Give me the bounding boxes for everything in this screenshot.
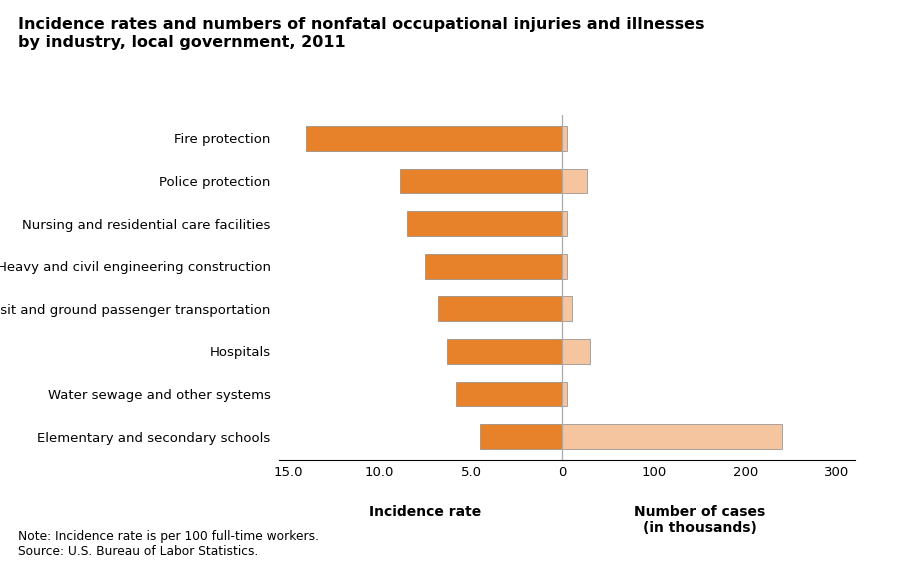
Bar (480, 424, 562, 449)
Bar (562, 382, 567, 407)
Bar (562, 168, 587, 193)
Bar (562, 297, 572, 321)
Bar (438, 297, 562, 321)
Bar (562, 126, 567, 151)
Bar (562, 211, 567, 236)
Bar (562, 339, 590, 364)
Text: Note: Incidence rate is per 100 full-time workers.
Source: U.S. Bureau of Labor : Note: Incidence rate is per 100 full-tim… (18, 530, 319, 558)
Bar (562, 254, 567, 278)
Text: Incidence rates and numbers of nonfatal occupational injuries and illnesses
by i: Incidence rates and numbers of nonfatal … (18, 17, 705, 49)
Bar (447, 339, 562, 364)
Bar (400, 168, 562, 193)
Bar (407, 211, 562, 236)
Bar (562, 424, 782, 449)
Bar (456, 382, 562, 407)
Text: Incidence rate: Incidence rate (369, 505, 482, 519)
Bar (426, 254, 562, 278)
Bar (306, 126, 562, 151)
Text: Number of cases
(in thousands): Number of cases (in thousands) (634, 505, 765, 535)
